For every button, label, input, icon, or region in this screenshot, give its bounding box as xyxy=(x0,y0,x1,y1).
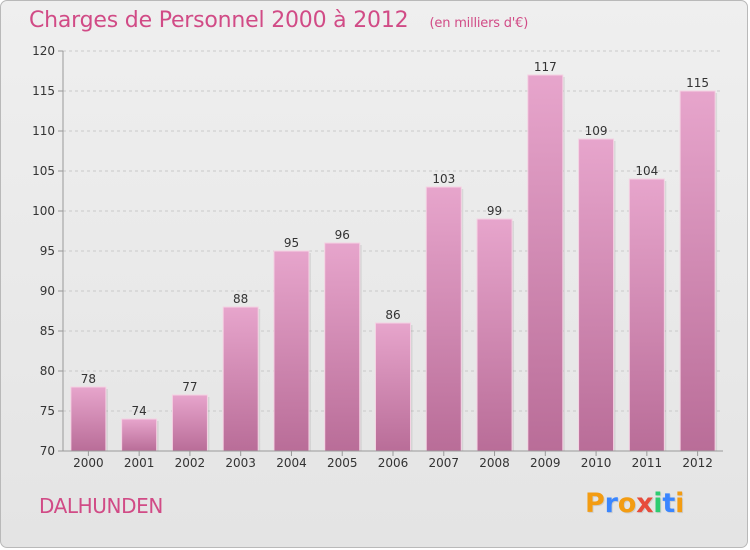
logo-letter: i xyxy=(653,488,663,519)
y-tick-label: 95 xyxy=(40,244,55,258)
y-tick-label: 90 xyxy=(40,284,55,298)
x-tick-label-2005: 2005 xyxy=(327,456,358,470)
logo-letter: o xyxy=(617,488,637,519)
x-tick-label-2003: 2003 xyxy=(225,456,256,470)
bar-2006 xyxy=(375,322,411,452)
logo-letter: t xyxy=(662,488,676,519)
bar-2005 xyxy=(324,242,361,452)
label-layer: 70 75 80 85 90 95 100 105 110 115 120 2000 78 2001 74 2… xyxy=(32,44,713,470)
data-label-2002: 77 xyxy=(182,380,197,394)
x-tick-label-2007: 2007 xyxy=(428,456,459,470)
y-tick-label: 80 xyxy=(40,364,55,378)
bar-2004 xyxy=(273,250,310,452)
y-tick-label: 105 xyxy=(32,164,55,178)
data-label-2001: 74 xyxy=(132,404,147,418)
bar-layer xyxy=(70,74,718,452)
x-tick-label-2010: 2010 xyxy=(581,456,612,470)
town-name: DALHUNDEN xyxy=(39,494,163,518)
x-tick-label-2000: 2000 xyxy=(73,456,104,470)
x-tick-label-2008: 2008 xyxy=(479,456,510,470)
logo-letter: r xyxy=(604,488,618,519)
logo-letter: P xyxy=(585,488,605,519)
y-tick-label: 120 xyxy=(32,44,55,58)
chart-title: Charges de Personnel 2000 à 2012 xyxy=(29,8,409,33)
bar-2010 xyxy=(578,138,615,452)
y-tick-label: 110 xyxy=(32,124,55,138)
axis-layer xyxy=(58,50,723,456)
data-label-2012: 115 xyxy=(686,76,709,90)
bar-2001 xyxy=(121,418,158,452)
x-tick-label-2011: 2011 xyxy=(632,456,663,470)
chart-subtitle: (en milliers d'€) xyxy=(429,16,529,31)
data-label-2010: 109 xyxy=(585,124,608,138)
data-label-2008: 99 xyxy=(487,204,502,218)
y-tick-label: 75 xyxy=(40,404,55,418)
y-tick-label: 100 xyxy=(32,204,55,218)
data-label-2006: 86 xyxy=(385,308,400,322)
bar-2008 xyxy=(476,218,513,452)
bar-2000 xyxy=(70,386,107,452)
data-label-2011: 104 xyxy=(635,164,658,178)
data-label-2004: 95 xyxy=(284,236,299,250)
x-tick-label-2004: 2004 xyxy=(276,456,307,470)
bar-2009 xyxy=(527,74,564,452)
x-tick-label-2006: 2006 xyxy=(378,456,409,470)
x-tick-label-2009: 2009 xyxy=(530,456,561,470)
x-tick-label-2002: 2002 xyxy=(175,456,206,470)
y-tick-label: 85 xyxy=(40,324,55,338)
data-label-2000: 78 xyxy=(81,372,96,386)
data-label-2005: 96 xyxy=(335,228,350,242)
logo-letter: x xyxy=(636,488,654,519)
data-label-2009: 117 xyxy=(534,60,557,74)
data-label-2007: 103 xyxy=(432,172,455,186)
chart-title-block: Charges de Personnel 2000 à 2012 (en mil… xyxy=(29,8,528,33)
logo-letter: i xyxy=(675,488,685,519)
data-label-2003: 88 xyxy=(233,292,248,306)
x-tick-label-2001: 2001 xyxy=(124,456,155,470)
y-tick-label: 70 xyxy=(40,444,55,458)
proxiti-logo: Proxiti xyxy=(585,488,684,519)
bar-2012 xyxy=(679,90,716,452)
bar-2002 xyxy=(171,394,208,452)
bar-2007 xyxy=(425,186,462,452)
bar-2003 xyxy=(222,306,259,452)
x-tick-label-2012: 2012 xyxy=(682,456,713,470)
y-tick-label: 115 xyxy=(32,84,55,98)
bar-2011 xyxy=(628,178,665,452)
